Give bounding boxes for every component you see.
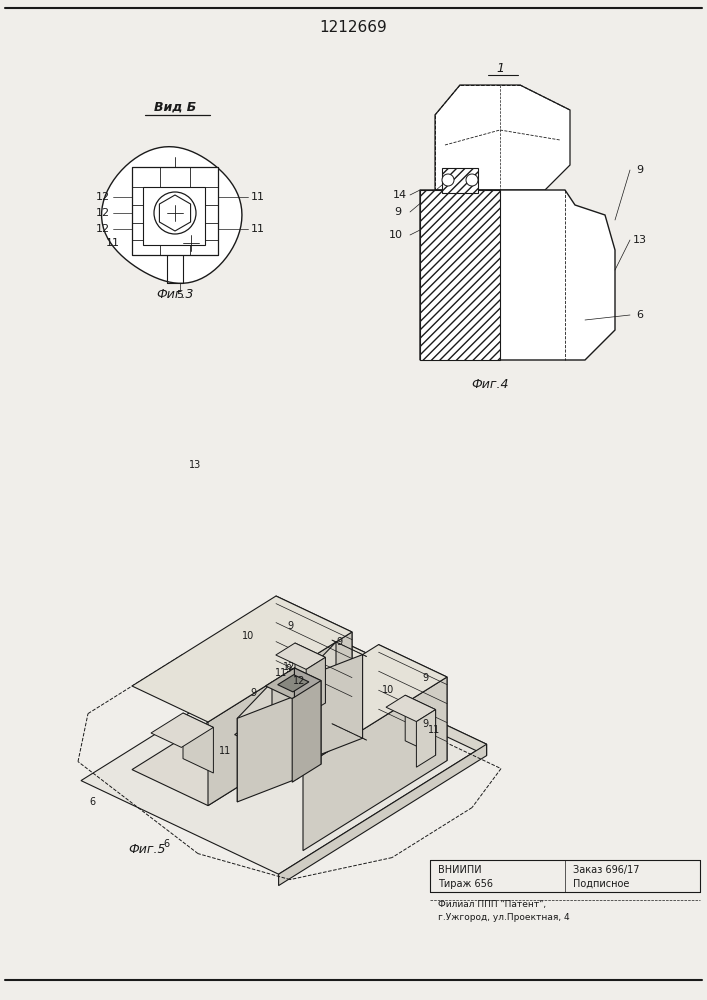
Polygon shape: [405, 695, 436, 755]
Polygon shape: [294, 668, 321, 764]
Polygon shape: [416, 710, 436, 767]
Text: 11: 11: [428, 725, 440, 735]
Text: 1212669: 1212669: [319, 20, 387, 35]
Polygon shape: [308, 625, 384, 696]
Bar: [132, 167, 218, 255]
Text: 12: 12: [283, 662, 296, 672]
Text: 1: 1: [496, 62, 504, 75]
Polygon shape: [208, 632, 352, 806]
Text: 9: 9: [337, 637, 343, 647]
Ellipse shape: [466, 174, 478, 186]
Text: 10: 10: [382, 685, 394, 695]
Polygon shape: [132, 680, 352, 806]
Text: Заказ 696/17: Заказ 696/17: [573, 865, 640, 875]
Polygon shape: [235, 645, 447, 767]
Text: Подписное: Подписное: [573, 879, 629, 889]
Polygon shape: [183, 713, 214, 773]
Text: 11: 11: [219, 746, 231, 756]
Polygon shape: [276, 643, 325, 669]
Text: 12: 12: [96, 224, 110, 234]
Text: Фиг.3: Фиг.3: [156, 288, 194, 302]
Polygon shape: [238, 682, 272, 802]
Text: Фиг.4: Фиг.4: [472, 378, 509, 391]
Text: Тираж 656: Тираж 656: [438, 879, 493, 889]
Text: 9: 9: [285, 664, 291, 674]
Text: 9: 9: [250, 688, 257, 698]
Text: 14: 14: [393, 190, 407, 200]
Text: 6: 6: [636, 310, 643, 320]
Text: Вид Б: Вид Б: [154, 101, 196, 113]
Text: 9: 9: [422, 673, 428, 683]
Polygon shape: [151, 713, 214, 747]
Text: Фиг.5: Фиг.5: [128, 843, 165, 856]
Bar: [143, 187, 205, 245]
Polygon shape: [379, 645, 447, 761]
Text: 11: 11: [251, 192, 265, 202]
Polygon shape: [303, 677, 447, 851]
Polygon shape: [306, 657, 325, 715]
Polygon shape: [301, 642, 336, 762]
Text: 13: 13: [189, 460, 201, 470]
Text: 10: 10: [389, 230, 403, 240]
Polygon shape: [292, 681, 321, 782]
Polygon shape: [276, 596, 352, 716]
Text: 5: 5: [177, 290, 184, 300]
Text: г.Ужгород, ул.Проектная, 4: г.Ужгород, ул.Проектная, 4: [438, 914, 570, 922]
Polygon shape: [289, 651, 486, 756]
Text: 6: 6: [163, 839, 170, 849]
Ellipse shape: [442, 174, 454, 186]
Text: 10: 10: [242, 631, 254, 641]
Polygon shape: [435, 85, 570, 190]
Text: 9: 9: [422, 719, 428, 729]
Text: 9: 9: [395, 207, 402, 217]
Text: 13: 13: [633, 235, 647, 245]
Polygon shape: [132, 596, 352, 722]
Text: 12: 12: [96, 208, 110, 218]
Polygon shape: [295, 643, 325, 703]
Polygon shape: [238, 695, 298, 802]
Text: 9: 9: [636, 165, 643, 175]
Text: 9: 9: [287, 621, 293, 631]
Text: Филиал ППП "Патент",: Филиал ППП "Патент",: [438, 900, 546, 908]
Polygon shape: [159, 195, 191, 231]
Text: ВНИИПИ: ВНИИПИ: [438, 865, 481, 875]
Polygon shape: [301, 655, 363, 762]
Bar: [442, 168, 478, 193]
Polygon shape: [420, 190, 615, 360]
Text: 11: 11: [274, 668, 287, 678]
Text: 6: 6: [89, 797, 95, 807]
Polygon shape: [276, 625, 384, 681]
Polygon shape: [102, 147, 242, 283]
Polygon shape: [278, 675, 309, 692]
Text: 12: 12: [293, 676, 305, 686]
Bar: [420, 190, 500, 360]
Text: 12: 12: [96, 192, 110, 202]
Ellipse shape: [154, 192, 196, 234]
Polygon shape: [81, 651, 486, 874]
Text: 11: 11: [106, 238, 120, 248]
Polygon shape: [386, 695, 436, 722]
Text: 11: 11: [251, 224, 265, 234]
Polygon shape: [266, 668, 321, 699]
Polygon shape: [279, 744, 486, 886]
